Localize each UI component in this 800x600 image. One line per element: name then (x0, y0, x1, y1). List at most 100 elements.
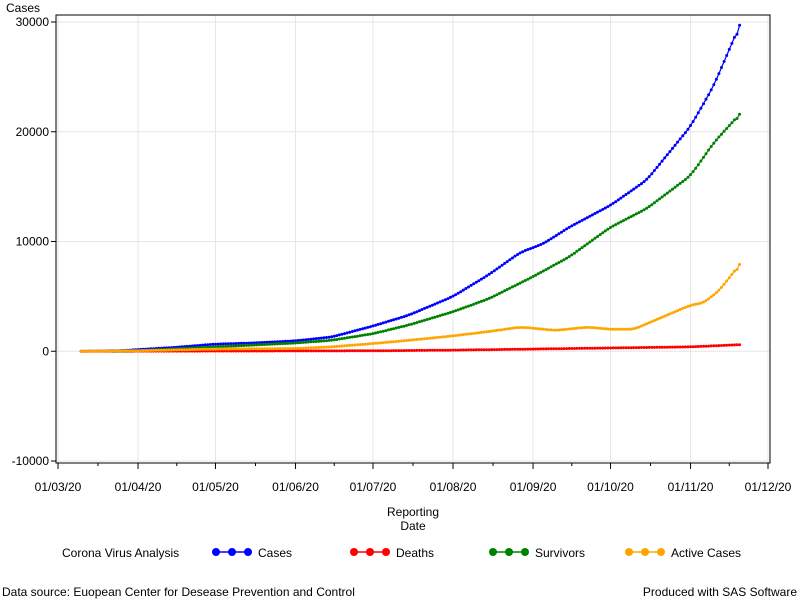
data-point (371, 332, 375, 336)
x-axis-title-line1: Reporting (387, 505, 439, 519)
data-point (418, 320, 421, 324)
data-point (219, 345, 223, 349)
data-point (356, 334, 359, 338)
data-point (319, 339, 323, 343)
x-axis-title-line2: Date (400, 519, 426, 533)
data-point (490, 295, 494, 299)
data-point (206, 343, 210, 347)
data-point (601, 327, 605, 331)
data-point (660, 195, 664, 199)
data-point (350, 343, 354, 347)
data-point (252, 347, 256, 351)
data-point (454, 309, 458, 313)
data-point (399, 325, 403, 329)
data-point (428, 348, 432, 352)
data-point (539, 327, 543, 331)
data-point (314, 346, 318, 350)
data-point (490, 329, 494, 333)
data-point (304, 349, 308, 353)
data-point (392, 318, 396, 322)
data-point (694, 345, 698, 349)
data-point (448, 334, 452, 338)
data-point (461, 306, 465, 310)
data-point (451, 348, 455, 352)
data-point (314, 337, 318, 341)
data-point (407, 349, 411, 352)
data-point (567, 225, 571, 229)
data-point (624, 346, 628, 350)
y-tick-label: -10000 (12, 454, 50, 468)
data-point (575, 249, 579, 253)
data-point (567, 347, 571, 350)
data-point (353, 335, 357, 339)
data-point (425, 305, 429, 309)
data-point (508, 327, 512, 331)
data-point (619, 346, 623, 350)
data-point (503, 289, 507, 293)
data-point (464, 348, 468, 352)
data-point (330, 345, 334, 349)
data-point (490, 348, 494, 352)
data-point (306, 346, 310, 350)
data-point (469, 348, 473, 352)
data-point (402, 315, 406, 319)
data-point (260, 341, 264, 344)
data-point (482, 330, 486, 334)
data-point (304, 338, 308, 342)
data-point (696, 111, 700, 115)
data-point (317, 336, 321, 340)
data-point (624, 327, 628, 331)
data-point (683, 345, 687, 349)
data-point (108, 349, 112, 353)
data-point (616, 198, 620, 202)
data-point (379, 341, 383, 345)
data-point (660, 345, 664, 349)
data-point (257, 343, 261, 347)
data-point (273, 342, 277, 346)
data-point (157, 348, 161, 352)
data-point (503, 261, 507, 265)
data-point (557, 347, 561, 351)
data-point (309, 340, 313, 344)
data-point (405, 314, 408, 318)
data-point (588, 326, 592, 329)
data-point (327, 335, 331, 339)
data-point (686, 345, 690, 349)
data-point (562, 258, 566, 262)
data-point (276, 347, 279, 351)
data-point (441, 335, 445, 339)
data-point (516, 347, 520, 351)
data-point (650, 320, 654, 324)
data-point (268, 340, 272, 344)
data-point (337, 349, 341, 353)
data-point (276, 349, 279, 353)
data-point (379, 349, 383, 353)
data-point (229, 347, 233, 351)
data-point (312, 349, 316, 353)
data-point (645, 346, 649, 349)
data-point (560, 347, 563, 351)
data-point (399, 349, 403, 353)
data-point (389, 319, 393, 322)
data-point (115, 349, 119, 353)
data-point (541, 269, 545, 273)
data-point (410, 349, 414, 352)
data-point (105, 349, 109, 353)
data-point (252, 341, 256, 345)
data-point (609, 226, 612, 229)
data-point (250, 347, 254, 351)
data-point (544, 268, 548, 272)
data-point (508, 347, 512, 351)
data-point (696, 302, 700, 306)
data-point (387, 319, 390, 323)
data-point (702, 300, 705, 304)
data-point (379, 322, 383, 326)
data-point (549, 237, 553, 241)
data-point (500, 263, 504, 267)
data-point (294, 349, 297, 353)
data-point (593, 326, 597, 330)
data-point (614, 327, 618, 331)
data-point (565, 256, 569, 260)
data-point (128, 349, 132, 353)
data-point (283, 349, 287, 353)
